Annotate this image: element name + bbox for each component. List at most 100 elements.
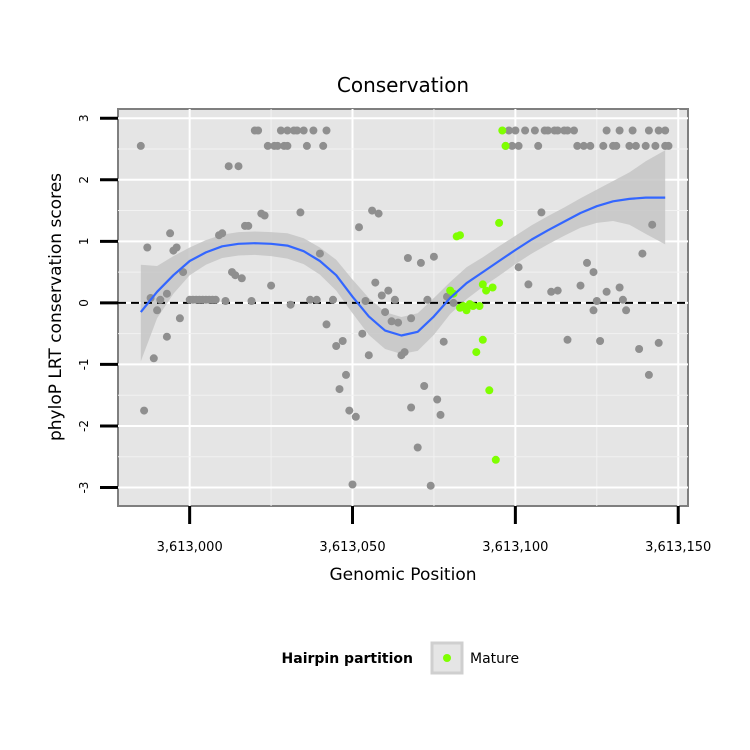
y-tick-label: 0 bbox=[77, 299, 91, 307]
gray-point bbox=[433, 395, 442, 404]
gray-point bbox=[286, 300, 295, 309]
axes: 3,613,000 3,613,050 3,613,100 3,613,150 -3 -2… bbox=[77, 114, 711, 555]
gray-point bbox=[602, 126, 611, 135]
mature-point bbox=[478, 335, 487, 344]
gray-point bbox=[654, 338, 663, 347]
mature-point bbox=[469, 302, 477, 310]
gray-point bbox=[254, 126, 263, 135]
gray-point bbox=[553, 126, 562, 135]
mature-point bbox=[475, 302, 484, 310]
gray-point bbox=[504, 126, 513, 135]
mature-point bbox=[456, 231, 464, 240]
y-tick-label: 1 bbox=[77, 238, 91, 246]
gray-point bbox=[364, 351, 373, 360]
gray-point bbox=[371, 278, 380, 287]
gray-point bbox=[387, 317, 396, 326]
gray-point bbox=[345, 406, 354, 415]
gray-point bbox=[162, 332, 171, 341]
gray-point bbox=[136, 141, 145, 150]
gray-point bbox=[599, 141, 608, 150]
gray-point bbox=[338, 337, 347, 345]
gray-point bbox=[622, 306, 631, 315]
confidence-ribbon bbox=[140, 150, 666, 362]
gray-point bbox=[342, 370, 350, 379]
gray-point bbox=[596, 337, 605, 345]
gray-point bbox=[583, 258, 591, 267]
gray-point bbox=[162, 289, 171, 298]
gray-point bbox=[563, 126, 572, 135]
gray-point bbox=[315, 249, 324, 258]
gray-point bbox=[283, 141, 292, 150]
gray-point bbox=[589, 268, 598, 277]
gray-point bbox=[530, 126, 539, 135]
gray-point bbox=[648, 220, 657, 229]
gray-point bbox=[276, 126, 285, 135]
gray-point bbox=[664, 141, 673, 150]
gray-point bbox=[508, 141, 517, 150]
gray-point bbox=[332, 342, 341, 350]
mature-point bbox=[478, 280, 487, 289]
x-tick-label: 3,613,000 bbox=[157, 540, 223, 555]
gray-point bbox=[335, 385, 344, 394]
gray-point bbox=[589, 306, 598, 315]
mature-point bbox=[488, 283, 497, 292]
gray-point bbox=[553, 286, 562, 295]
gray-point bbox=[374, 209, 383, 218]
gray-point bbox=[521, 126, 530, 135]
gray-point bbox=[293, 126, 302, 135]
x-axis-label: Genomic Position bbox=[329, 565, 476, 585]
gray-point bbox=[329, 295, 337, 304]
gray-point bbox=[394, 318, 403, 327]
y-tick-label: 2 bbox=[77, 176, 91, 184]
gray-point bbox=[319, 141, 328, 150]
gray-point bbox=[592, 297, 601, 305]
gray-point bbox=[263, 141, 272, 150]
gray-point bbox=[234, 162, 243, 171]
gray-point bbox=[547, 287, 556, 296]
gray-point bbox=[211, 295, 220, 304]
gray-point bbox=[514, 263, 523, 272]
gray-point bbox=[179, 268, 188, 277]
gray-point bbox=[407, 314, 416, 323]
gray-point bbox=[511, 126, 520, 135]
gray-point bbox=[641, 141, 650, 150]
gray-point bbox=[166, 229, 175, 238]
gray-point bbox=[631, 141, 640, 150]
gray-point bbox=[644, 126, 653, 135]
gray-point bbox=[260, 211, 269, 220]
gray-point bbox=[570, 126, 578, 135]
gray-point bbox=[625, 141, 634, 150]
x-tick-label: 3,613,050 bbox=[319, 540, 385, 555]
gray-point bbox=[296, 208, 305, 217]
mature-point bbox=[472, 348, 481, 357]
gray-point bbox=[267, 281, 276, 290]
gray-point bbox=[273, 141, 282, 150]
gray-point bbox=[602, 287, 611, 296]
gray-point bbox=[400, 348, 409, 357]
legend-title: Hairpin partition bbox=[282, 651, 413, 667]
gray-point bbox=[361, 297, 370, 305]
gray-point bbox=[377, 291, 386, 300]
gray-point bbox=[638, 249, 647, 258]
chart-title: Conservation bbox=[337, 73, 469, 97]
gray-point bbox=[416, 258, 425, 267]
gray-point bbox=[351, 412, 360, 421]
gray-point bbox=[140, 406, 149, 415]
gray-point bbox=[423, 295, 432, 304]
gray-point bbox=[449, 298, 458, 307]
gray-point bbox=[615, 283, 624, 292]
gray-point bbox=[172, 243, 181, 252]
gray-point bbox=[534, 141, 543, 150]
gray-point bbox=[247, 297, 256, 305]
gray-point bbox=[635, 345, 644, 353]
legend-entry-mature: Mature bbox=[470, 651, 519, 667]
y-tick-label: -3 bbox=[77, 482, 91, 494]
gray-point bbox=[309, 126, 318, 135]
gray-point bbox=[407, 403, 416, 412]
gray-point bbox=[514, 141, 523, 150]
gray-point bbox=[429, 252, 438, 261]
mature-point bbox=[498, 126, 507, 135]
y-tick-label: -2 bbox=[77, 420, 91, 432]
y-axis-label: phyloP LRT conservation scores bbox=[46, 173, 66, 441]
gray-point bbox=[358, 329, 367, 338]
